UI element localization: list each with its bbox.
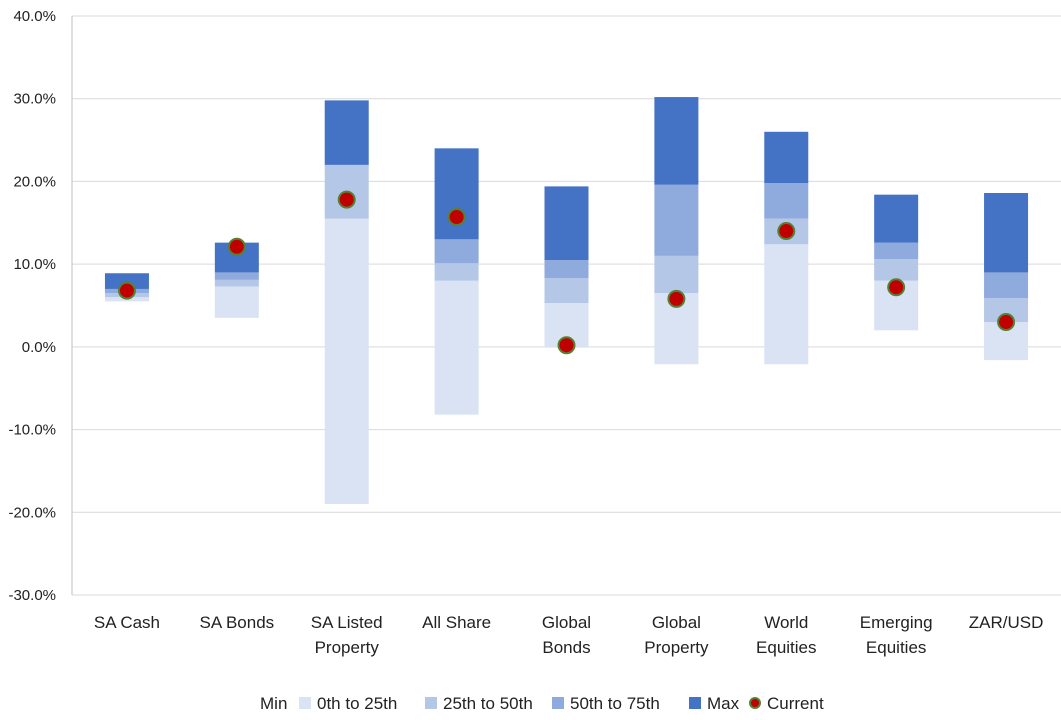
current-marker (777, 222, 796, 241)
bar-segment-50-75 (434, 239, 479, 264)
category-label: Property (315, 638, 380, 657)
bar-segment-25-50 (544, 278, 589, 304)
bars (104, 97, 1029, 505)
bar-segment-0-25 (324, 218, 369, 505)
y-axis: 40.0% 30.0% 20.0% 10.0% 0.0% -10.0% -20.0% -30.… (8, 8, 73, 604)
category-label: SA Cash (94, 613, 160, 632)
current-marker (887, 278, 906, 297)
bar-segment-75-max (764, 131, 809, 184)
bar-segment-25-50 (984, 298, 1029, 323)
bar-segment-25-50 (214, 279, 259, 287)
bar-segment-75-max (324, 100, 369, 165)
legend-label: Min (260, 694, 287, 713)
legend-swatch (552, 697, 564, 709)
legend-label: Current (767, 694, 824, 713)
category-label: ZAR/USD (969, 613, 1044, 632)
y-tick-label: 10.0% (13, 256, 56, 273)
bar-segment-75-max (544, 186, 589, 261)
y-tick-label: 20.0% (13, 173, 56, 190)
x-axis: SA Cash SA Bonds SA Listed Property All Shar… (94, 613, 1044, 657)
bar-segment-25-50 (874, 259, 919, 281)
bar-segment-0-25 (434, 280, 479, 415)
legend-label: 25th to 50th (443, 694, 533, 713)
y-tick-label: 30.0% (13, 91, 56, 108)
bar-segment-0-25 (764, 244, 809, 365)
category-label: Equities (756, 638, 816, 657)
bar-segment-50-75 (874, 242, 919, 260)
legend-label: 50th to 75th (570, 694, 660, 713)
bar-segment-50-75 (654, 184, 699, 256)
current-marker (667, 289, 686, 308)
bar-segment-50-75 (764, 183, 809, 219)
current-marker (337, 190, 356, 209)
category-label: Bonds (542, 638, 590, 657)
y-tick-label: -30.0% (8, 587, 56, 604)
y-tick-label: -20.0% (8, 504, 56, 521)
current-marker (227, 237, 246, 256)
bar-segment-50-75 (984, 272, 1029, 299)
category-label: Emerging (860, 613, 933, 632)
current-markers (117, 190, 1016, 355)
bar-segment-75-max (984, 193, 1029, 273)
bar-segment-50-75 (214, 272, 259, 280)
bar-segment-50-75 (544, 260, 589, 279)
y-tick-label: -10.0% (8, 422, 56, 439)
bar-segment-75-max (654, 97, 699, 185)
category-label: All Share (422, 613, 491, 632)
y-tick-label: 40.0% (13, 8, 56, 25)
category-label: Property (644, 638, 709, 657)
bar-segment-25-50 (434, 263, 479, 281)
category-label: World (764, 613, 808, 632)
current-marker (997, 313, 1016, 332)
bar-segment-25-50 (654, 255, 699, 294)
legend-label: Max (707, 694, 740, 713)
legend-swatch (425, 697, 437, 709)
bar-segment-75-max (104, 273, 149, 289)
category-label: SA Bonds (199, 613, 274, 632)
legend-swatch (689, 697, 701, 709)
category-label: Global (652, 613, 701, 632)
current-marker (557, 336, 576, 355)
legend-swatch (299, 697, 311, 709)
current-marker (117, 281, 136, 300)
legend-label: 0th to 25th (317, 694, 397, 713)
category-label: Equities (866, 638, 926, 657)
category-label: Global (542, 613, 591, 632)
legend: Min 0th to 25th 25th to 50th 50th to 75th Ma… (260, 694, 824, 713)
legend-swatch-current (749, 697, 761, 709)
bar-segment-75-max (874, 194, 919, 243)
bar-segment-0-25 (214, 286, 259, 318)
current-marker (447, 207, 466, 226)
category-label: SA Listed (311, 613, 383, 632)
y-tick-label: 0.0% (22, 339, 56, 356)
